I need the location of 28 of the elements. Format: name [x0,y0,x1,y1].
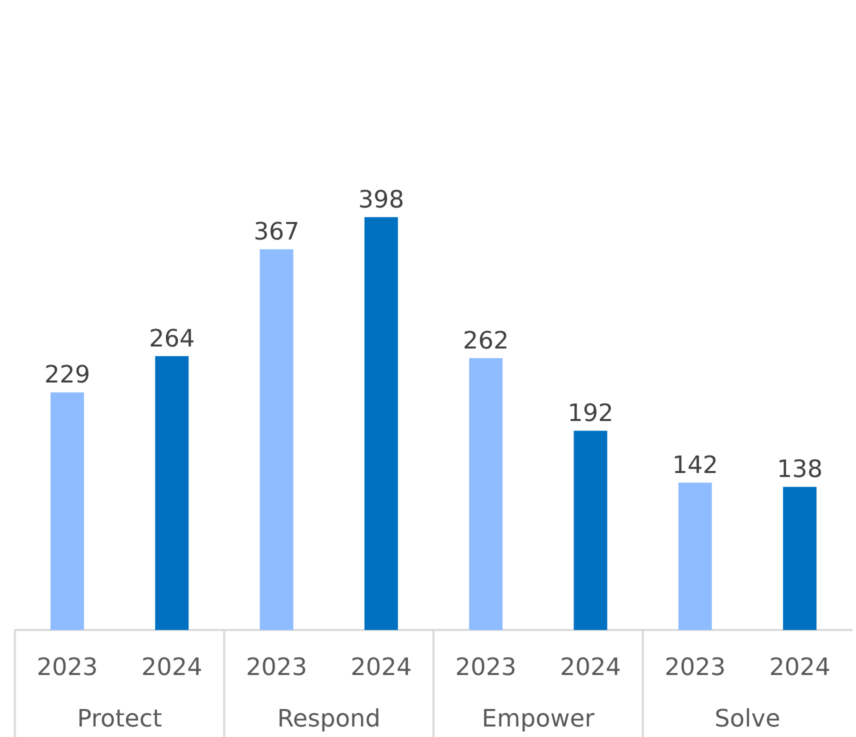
text: 2023 [36,653,98,682]
text: 2023 [664,653,726,682]
x-tick-label: Empower [482,704,595,733]
x-tick-label: Protect [77,704,162,733]
series-label: 2024 [560,653,622,682]
text: 2023 [455,653,516,682]
bar [783,486,817,630]
data-label: 398 [358,185,404,214]
bar [678,482,712,630]
bar [574,430,608,630]
bar [469,358,503,630]
x-tick-label: Solve [714,704,780,733]
bar [364,217,398,630]
text: 2024 [350,653,412,682]
data-label: 138 [776,455,823,484]
data-label: 264 [148,324,195,352]
text: 2024 [141,653,202,682]
data-label: 142 [672,450,718,479]
data-label: 367 [254,217,300,246]
data-label: 229 [44,360,90,389]
data-label: 262 [462,326,509,354]
bar [260,249,294,630]
bar [155,356,189,630]
text: 2024 [769,653,830,682]
x-tick-label: Respond [277,704,380,733]
bar [50,392,84,630]
data-label: 192 [568,399,614,428]
series-label: 2023 [246,653,308,682]
